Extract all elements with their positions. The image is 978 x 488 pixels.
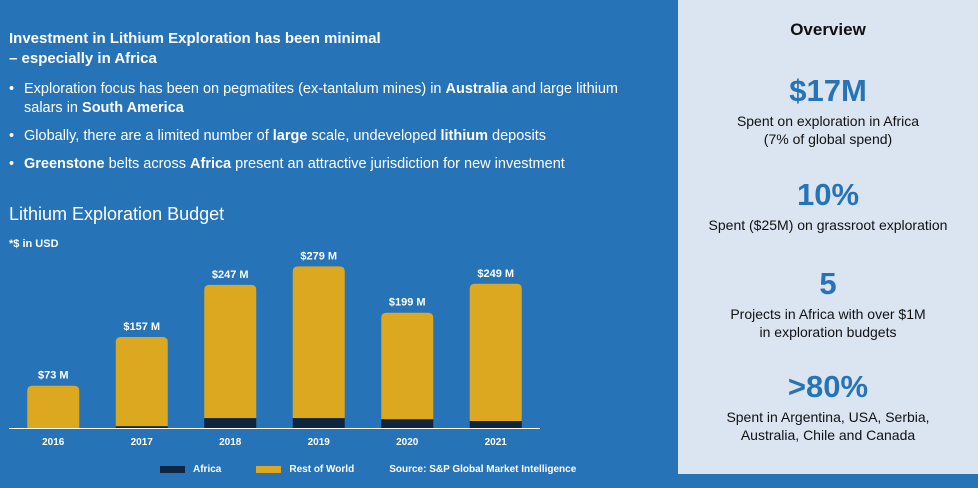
stat-value: 5 [819, 266, 837, 301]
bullet-item: Exploration focus has been on pegmatites… [9, 80, 649, 118]
bullet-text: Africa [190, 156, 232, 172]
stat-value: >80% [787, 369, 869, 404]
stat-line: Australia, Chile and Canada [740, 427, 916, 443]
bar-rest-of-world-2016 [27, 385, 80, 428]
bullet-item: Globally, there are a limited number of … [9, 127, 649, 146]
legend-swatch-rest-of-world [256, 466, 282, 473]
stat-description: Spent in Argentina, USA, Serbia, Austral… [678, 408, 978, 444]
legend-label-rest-of-world: Rest of World [289, 464, 355, 475]
headline: Investment in Lithium Exploration has be… [9, 29, 609, 69]
bar-rest-of-world-2020 [381, 312, 434, 420]
bar-rest-of-world-2018 [204, 284, 257, 419]
data-label-2018: $247 M [212, 269, 249, 281]
stat-description: Projects in Africa with over $1M in expl… [678, 305, 978, 341]
bar-rest-of-world-2017 [115, 337, 168, 427]
x-tick-label-2018: 2018 [219, 437, 242, 448]
stat-value: 10% [796, 177, 860, 212]
stat-line: Spent in Argentina, USA, Serbia, [726, 409, 930, 425]
stat-line: Projects in Africa with over $1M [730, 306, 926, 322]
bullet-text: lithium [440, 128, 488, 144]
headline-line-1: Investment in Lithium Exploration has be… [9, 30, 381, 47]
headline-line-2: – especially in Africa [9, 50, 157, 67]
chart-title: Lithium Exploration Budget [9, 204, 225, 224]
data-label-2021: $249 M [477, 268, 514, 280]
data-label-2016: $73 M [38, 370, 69, 382]
left-panel: Investment in Lithium Exploration has be… [0, 0, 672, 488]
data-label-2020: $199 M [389, 297, 426, 309]
bullet-text: South America [82, 100, 184, 116]
bar-africa-2017 [115, 426, 168, 428]
bullet-text: Australia [445, 81, 508, 97]
bullet-text: deposits [487, 128, 547, 144]
stat-africa-spend: $17M Spent on exploration in Africa (7% … [678, 74, 978, 148]
bar-africa-2019 [292, 418, 345, 428]
bullet-text: Globally, there are a limited number of [24, 128, 273, 144]
bar-africa-2021 [469, 421, 522, 428]
bullet-text: and large lithium salars in [24, 81, 619, 116]
stat-projects: 5 Projects in Africa with over $1M in ex… [678, 267, 978, 341]
bullet-item: Greenstone belts across Africa present a… [9, 155, 649, 174]
data-label-2019: $279 M [300, 250, 337, 262]
overview-title: Overview [790, 20, 866, 39]
x-tick-label-2016: 2016 [42, 437, 65, 448]
bullet-text: large [272, 128, 308, 144]
legend-item-africa: Africa [160, 464, 221, 475]
stat-line: in exploration budgets [759, 324, 897, 340]
bar-africa-2018 [204, 418, 257, 428]
stat-grassroot: 10% Spent ($25M) on grassroot exploratio… [678, 178, 978, 234]
chart-unit-note: *$ in USD [9, 238, 59, 250]
stat-concentration: >80% Spent in Argentina, USA, Serbia, Au… [678, 370, 978, 444]
stat-description: Spent ($25M) on grassroot exploration [678, 216, 978, 234]
x-tick-label-2017: 2017 [131, 437, 154, 448]
stat-line: (7% of global spend) [763, 131, 893, 147]
bullet-text: Exploration focus has been on pegmatites… [24, 81, 446, 97]
chart-legend: Africa Rest of World Source: S&P Global … [160, 464, 611, 475]
bar-rest-of-world-2021 [469, 283, 522, 422]
source-text: Source: S&P Global Market Intelligence [389, 464, 577, 475]
x-tick-label-2019: 2019 [308, 437, 331, 448]
stat-value: $17M [789, 73, 867, 108]
legend-swatch-africa [160, 466, 185, 473]
stat-line: Spent ($25M) on grassroot exploration [708, 217, 948, 233]
bullet-text: scale, undeveloped [307, 128, 441, 144]
chart-source: Source: S&P Global Market Intelligence [389, 464, 576, 475]
bullet-text: Greenstone [24, 156, 105, 172]
overview-panel: Overview $17M Spent on exploration in Af… [678, 0, 978, 474]
stat-line: Spent on exploration in Africa [736, 113, 920, 129]
legend-label-africa: Africa [193, 464, 222, 475]
legend-item-rest-of-world: Rest of World [256, 464, 354, 475]
bullet-text: belts across [104, 156, 191, 172]
bar-africa-2020 [381, 419, 434, 428]
bar-rest-of-world-2019 [292, 266, 345, 419]
bullet-list: Exploration focus has been on pegmatites… [9, 80, 649, 183]
x-tick-label-2020: 2020 [396, 437, 419, 448]
data-label-2017: $157 M [123, 321, 160, 333]
x-tick-label-2021: 2021 [485, 437, 508, 448]
bullet-text: present an attractive jurisdiction for n… [231, 156, 565, 172]
budget-bar-chart: $73 M 2016 $157 M 2017 $247 M 2018 $279 M 2019 $… [9, 250, 540, 448]
stat-description: Spent on exploration in Africa (7% of gl… [678, 112, 978, 148]
